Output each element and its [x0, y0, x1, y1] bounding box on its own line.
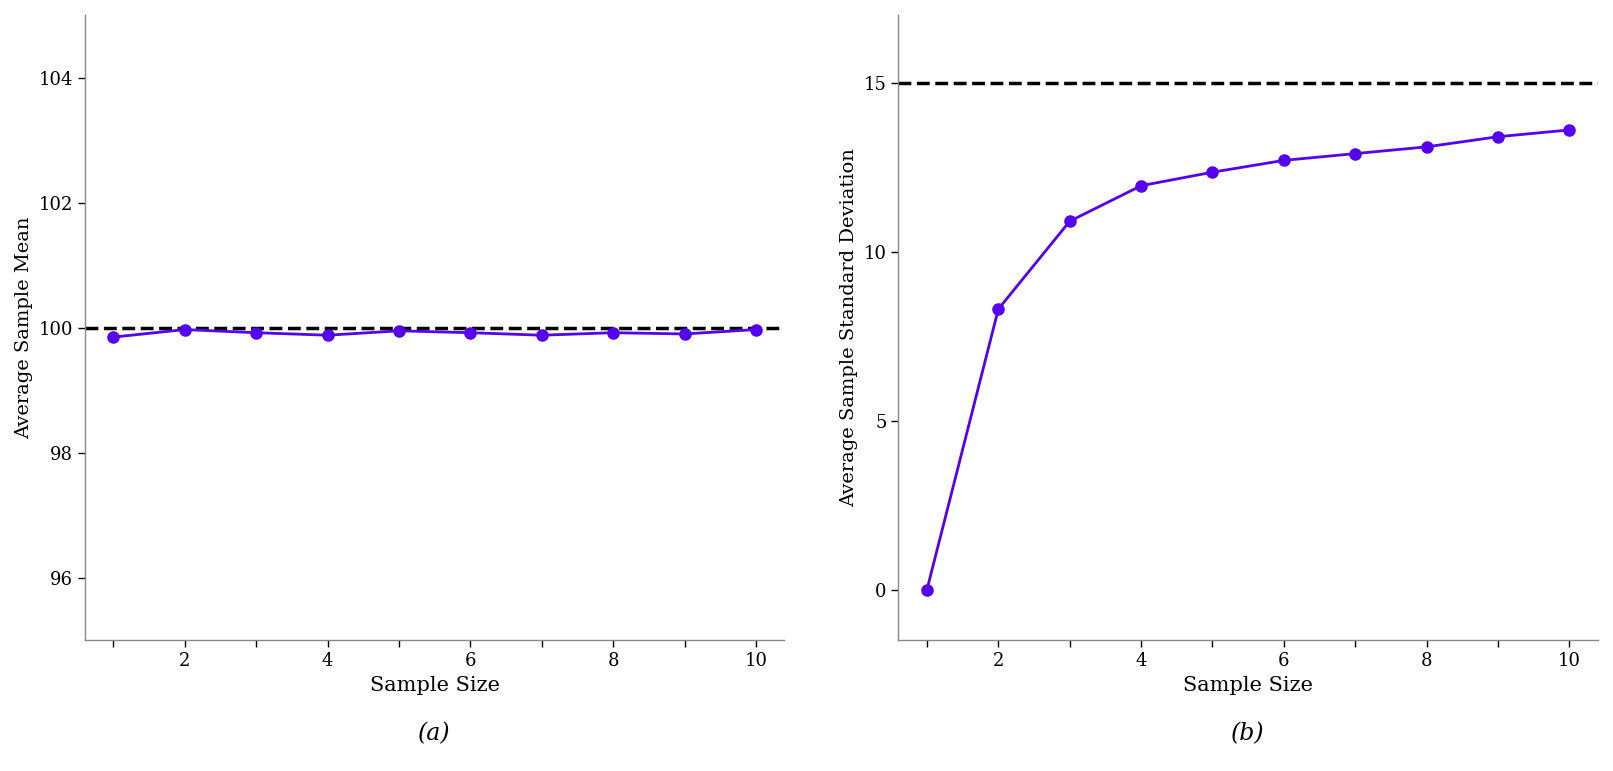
Text: (a): (a)	[418, 722, 452, 745]
X-axis label: Sample Size: Sample Size	[1184, 675, 1313, 695]
X-axis label: Sample Size: Sample Size	[369, 675, 500, 695]
Text: (b): (b)	[1231, 722, 1265, 745]
Y-axis label: Average Sample Standard Deviation: Average Sample Standard Deviation	[840, 148, 858, 507]
Y-axis label: Average Sample Mean: Average Sample Mean	[15, 217, 32, 439]
